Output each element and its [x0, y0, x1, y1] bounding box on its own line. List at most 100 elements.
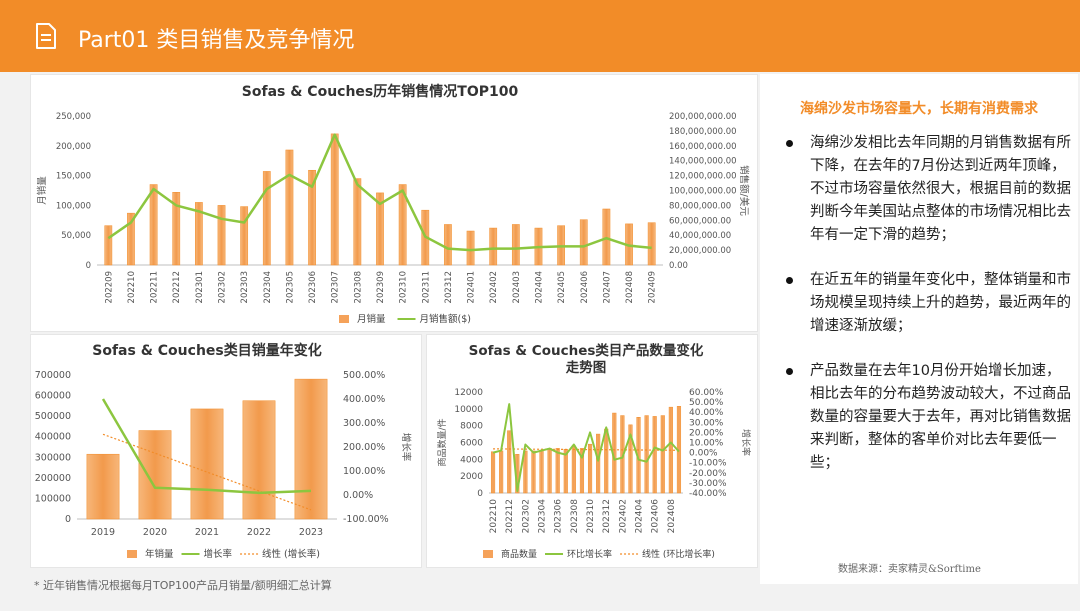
bar	[398, 184, 407, 266]
x-tick-label: 202304	[538, 499, 548, 534]
y2-tick-label: -30.00%	[689, 479, 727, 489]
header-bar: Part01 类目销售及竞争情况	[0, 0, 1080, 72]
x-tick-label: 202307	[331, 271, 341, 303]
bar	[262, 171, 271, 266]
y2-axis-title: 增长率	[400, 433, 412, 462]
monthly-sales-chart: Sofas & Couches历年销售情况TOP100 0 50,000 100,00…	[36, 83, 750, 325]
y2-tick-label: 180,000,000.00	[669, 127, 737, 137]
y-tick-label: 100,000	[56, 201, 91, 211]
bar	[652, 416, 657, 494]
legend-label: 月销售额($)	[420, 313, 471, 325]
bar	[127, 212, 135, 266]
bar	[217, 205, 226, 266]
bar	[489, 227, 498, 266]
y-tick-label: 400000	[35, 432, 71, 443]
x-tick-label: 202302	[218, 271, 228, 303]
bar	[547, 448, 552, 494]
bar	[571, 445, 576, 494]
bar	[511, 224, 520, 266]
bar	[628, 424, 633, 494]
product-count-chart: Sofas & Couches类目产品数量变化走势图 0 2000 4000 6000 8…	[436, 342, 752, 560]
legend-swatch	[339, 315, 349, 323]
x-tick-label: 202210	[489, 499, 499, 534]
x-tick-label: 202211	[150, 271, 160, 303]
x-tick-label: 202312	[602, 499, 612, 533]
bar	[563, 448, 568, 494]
y-tick-label: 8000	[460, 422, 483, 432]
trend-line	[102, 433, 312, 511]
x-tick-label: 202310	[399, 271, 409, 303]
y2-tick-label: 200.00%	[343, 442, 385, 453]
x-tick-label: 202401	[467, 271, 477, 303]
x-tick-label: 202312	[444, 271, 454, 303]
x-tick-label: 202406	[651, 499, 661, 534]
y2-tick-label: 0.00%	[689, 449, 718, 459]
y2-tick-label: 60.00%	[689, 388, 724, 398]
product-count-panel: Sofas & Couches类目产品数量变化走势图 0 2000 4000 6000 8…	[426, 334, 758, 568]
x-tick-label: 202403	[512, 271, 522, 303]
y2-tick-label: 140,000,000.00	[669, 157, 737, 167]
y-tick-label: 250,000	[56, 112, 91, 122]
x-tick-label: 202405	[557, 271, 567, 303]
y-tick-label: 500000	[35, 411, 71, 422]
insights-panel: 海绵沙发市场容量大，长期有消费需求 海绵沙发相比去年同期的月销售数据有所下降，在…	[760, 74, 1078, 584]
chart-title: Sofas & Couches历年销售情况TOP100	[242, 83, 519, 100]
x-tick-label: 202402	[489, 271, 499, 303]
bar	[172, 192, 181, 266]
chart-title: Sofas & Couches类目产品数量变化走势图	[469, 342, 704, 376]
y2-axis-title: 增长率	[740, 429, 752, 456]
page-title: Part01 类目销售及竞争情况	[78, 28, 355, 53]
y-tick-label: 200000	[35, 473, 71, 484]
x-tick-label: 202302	[521, 499, 531, 533]
bar	[190, 408, 224, 520]
bullet-dot-icon	[786, 140, 793, 147]
y-tick-label: 150,000	[56, 172, 91, 182]
y-tick-label: 0	[477, 489, 483, 499]
series-line	[101, 398, 312, 495]
y2-tick-label: 100.00%	[343, 466, 385, 477]
x-tick-label: 2020	[143, 527, 167, 538]
x-tick-label: 202402	[618, 499, 628, 533]
bar	[353, 178, 362, 266]
monthly-sales-panel: Sofas & Couches历年销售情况TOP100 0 50,000 100,00…	[30, 74, 758, 332]
x-tick-label: 202407	[602, 271, 612, 303]
y2-tick-label: 300.00%	[343, 418, 385, 429]
legend-label: 增长率	[204, 548, 233, 560]
y-tick-label: 0	[65, 514, 71, 525]
bar	[644, 415, 649, 494]
x-tick-label: 202301	[195, 271, 205, 303]
bar	[647, 222, 656, 266]
y-tick-label: 2000	[460, 472, 483, 482]
legend-label: 年销量	[145, 548, 174, 560]
y2-tick-label: -40.00%	[689, 489, 727, 499]
y2-tick-label: 100,000,000.00	[669, 187, 737, 197]
footnote: * 近年销售情况根据每月TOP100产品月销量/额明细汇总计算	[34, 579, 332, 592]
document-icon	[36, 23, 56, 49]
bar	[507, 430, 512, 494]
y2-tick-label: 0.00%	[343, 490, 373, 501]
y-axis-title: 商品数量/件	[436, 418, 448, 466]
bar	[596, 433, 601, 494]
insight-item: 产品数量在去年10月份开始增长加速，相比去年的分布趋势波动较大，不过商品数量的容…	[782, 360, 1072, 475]
y2-tick-label: 80,000,000.00	[669, 201, 731, 211]
y-tick-label: 600000	[35, 391, 71, 402]
bar	[376, 192, 384, 266]
x-tick-label: 202409	[648, 271, 658, 303]
series-line	[107, 133, 652, 252]
yearly-sales-panel: Sofas & Couches类目销量年变化 0 100000 200000 30000…	[30, 334, 422, 568]
insight-item: 海绵沙发相比去年同期的月销售数据有所下降，在去年的7月份达到近两年顶峰，不过市场…	[782, 132, 1072, 247]
bar	[240, 206, 249, 266]
bullet-dot-icon	[786, 368, 793, 375]
x-tick-label: 202212	[172, 271, 182, 303]
legend-label: 月销量	[357, 313, 386, 325]
y2-tick-label: 20,000,000.00	[669, 246, 731, 256]
y2-tick-label: 30.00%	[689, 418, 724, 428]
bar	[555, 448, 560, 494]
insight-item: 在近五年的销量年变化中，整体销量和市场规模呈现持续上升的趋势，最近两年的增速逐渐…	[782, 269, 1072, 338]
y-tick-label: 10000	[454, 405, 483, 415]
y-tick-label: 300000	[35, 452, 71, 463]
bar	[138, 430, 172, 520]
legend-swatch	[483, 550, 493, 558]
bar	[523, 450, 528, 494]
insights-title: 海绵沙发市场容量大，长期有消费需求	[800, 101, 1038, 117]
